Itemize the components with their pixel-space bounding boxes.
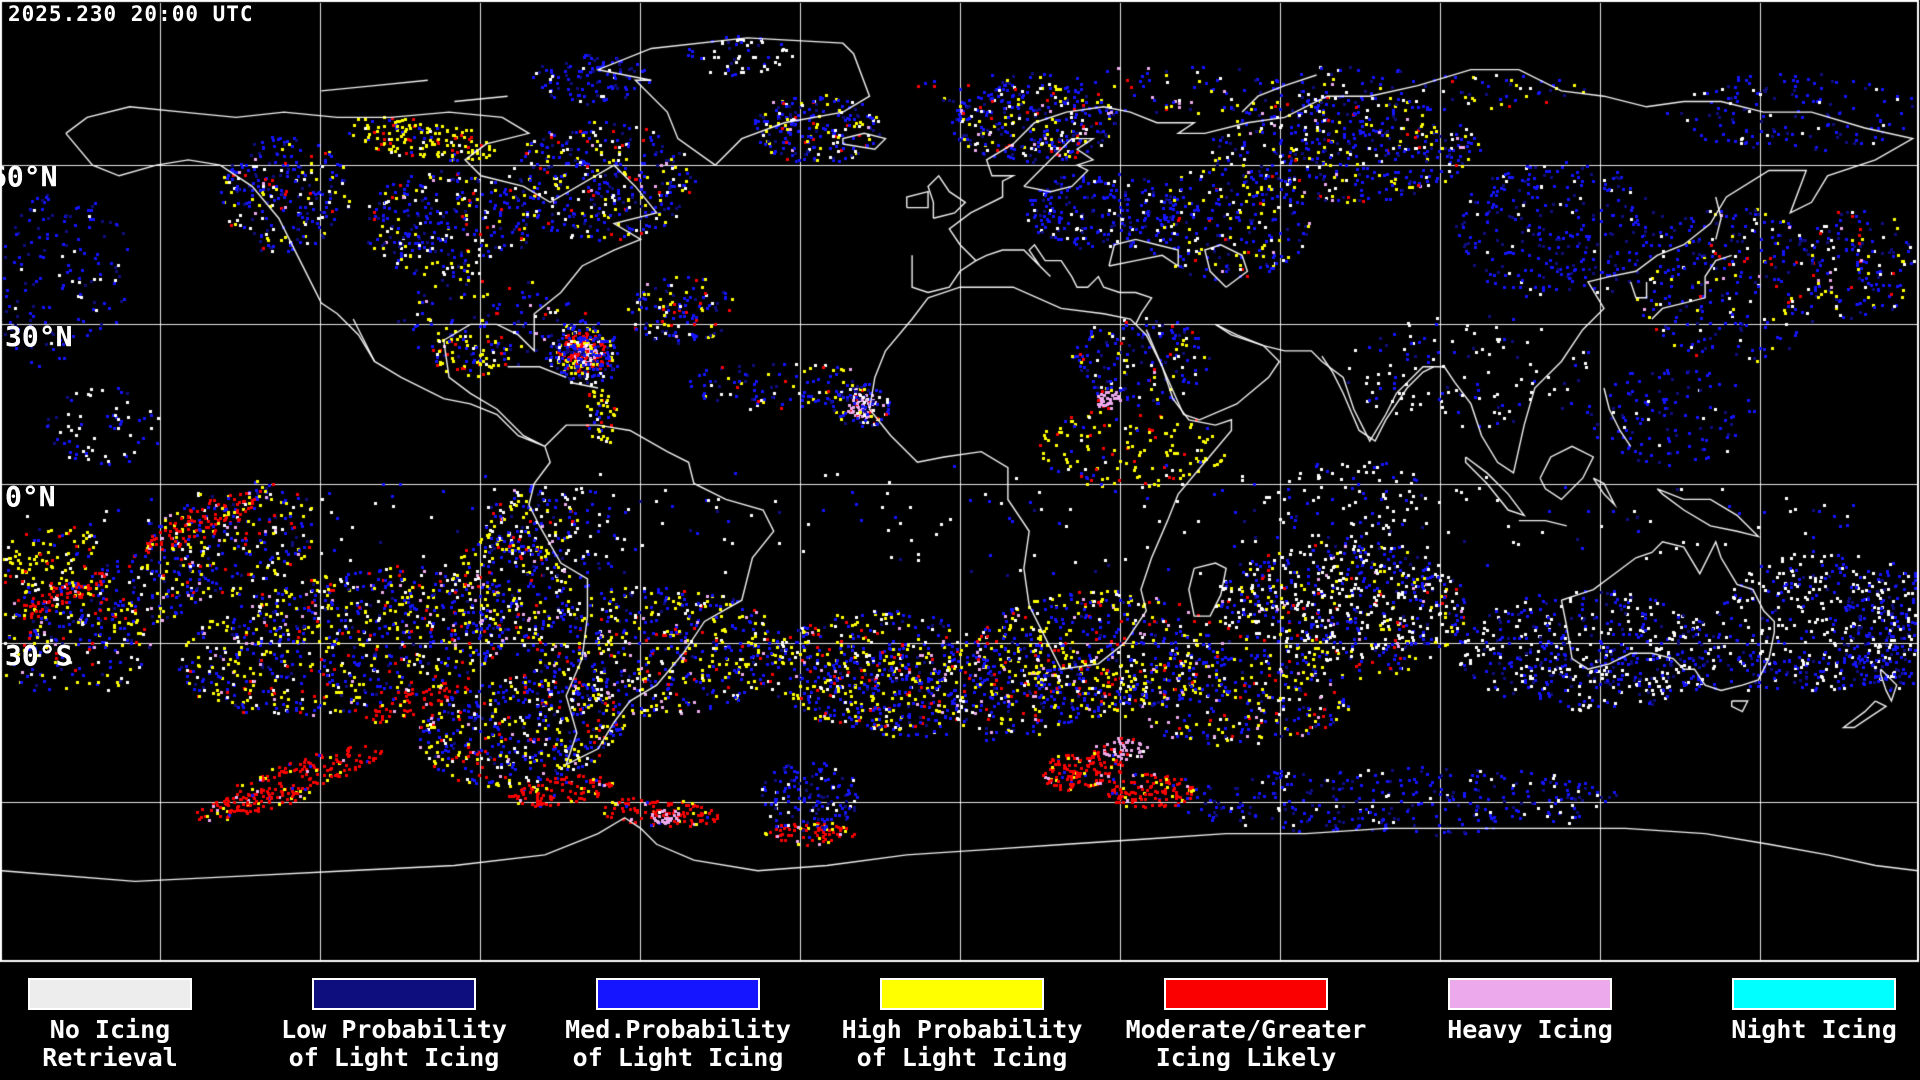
legend-item-high-probability: High Probability of Light Icing	[820, 966, 1104, 1072]
latitude-label-60n: 60°N	[0, 160, 58, 193]
legend-item-heavy-icing: Heavy Icing	[1388, 966, 1672, 1044]
legend: No Icing Retrieval Low Probability of Li…	[0, 966, 1920, 1080]
legend-label: of Light Icing	[856, 1043, 1068, 1072]
latitude-label-0n: 0°N	[5, 480, 56, 513]
legend-item-low-probability: Low Probability of Light Icing	[252, 966, 536, 1072]
legend-label: High Probability	[841, 1015, 1083, 1044]
legend-swatch-low-probability	[312, 978, 476, 1010]
legend-item-no-icing: No Icing Retrieval	[0, 966, 252, 1072]
legend-label: of Light Icing	[288, 1043, 500, 1072]
legend-label: Med.Probability	[565, 1015, 791, 1044]
legend-item-med-probability: Med.Probability of Light Icing	[536, 966, 820, 1072]
legend-label: Heavy Icing	[1447, 1015, 1613, 1044]
legend-swatch-med-probability	[596, 978, 760, 1010]
legend-swatch-heavy-icing	[1448, 978, 1612, 1010]
latitude-label-30s: 30°S	[5, 639, 73, 672]
latitude-label-30n: 30°N	[5, 320, 73, 353]
legend-label: No Icing	[49, 1015, 171, 1044]
legend-label: Night Icing	[1731, 1015, 1897, 1044]
legend-swatch-moderate-greater	[1164, 978, 1328, 1010]
legend-label: Low Probability	[281, 1015, 507, 1044]
legend-label: of Light Icing	[572, 1043, 784, 1072]
legend-label: Moderate/Greater	[1125, 1015, 1367, 1044]
legend-swatch-no-icing	[28, 978, 192, 1010]
legend-label: Retrieval	[42, 1043, 178, 1072]
legend-item-moderate-greater: Moderate/Greater Icing Likely	[1104, 966, 1388, 1072]
legend-label: Icing Likely	[1155, 1043, 1337, 1072]
legend-swatch-night-icing	[1732, 978, 1896, 1010]
legend-item-night-icing: Night Icing	[1672, 966, 1920, 1044]
legend-swatch-high-probability	[880, 978, 1044, 1010]
timestamp: 2025.230 20:00 UTC	[8, 2, 254, 26]
world-icing-map	[0, 0, 1920, 966]
